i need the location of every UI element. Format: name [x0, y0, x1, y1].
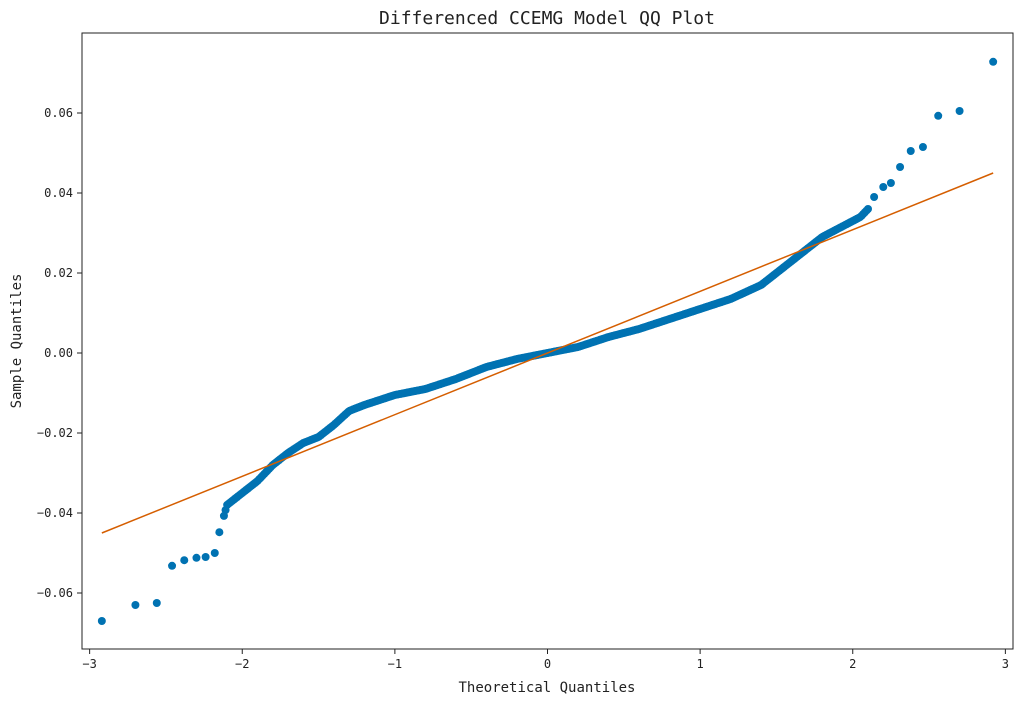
- x-tick-label: 0: [544, 657, 551, 671]
- y-tick-label: −0.06: [37, 586, 73, 600]
- sample-point: [152, 599, 161, 607]
- y-axis-label: Sample Quantiles: [9, 274, 25, 409]
- sample-point: [918, 143, 927, 151]
- sample-point: [955, 107, 964, 115]
- x-axis-ticks: −3 −2 −1 0 1 2 3: [82, 649, 1009, 671]
- sample-point: [879, 183, 888, 191]
- y-tick-label: 0.00: [44, 346, 73, 360]
- chart-title: Differenced CCEMG Model QQ Plot: [379, 8, 715, 29]
- sample-point: [201, 553, 210, 561]
- y-axis-ticks: −0.06 −0.04 −0.02 0.00 0.02 0.04 0.06: [37, 106, 82, 600]
- sample-point: [180, 556, 189, 565]
- y-tick-label: 0.06: [44, 106, 73, 120]
- sample-point: [97, 617, 106, 625]
- y-tick-label: 0.02: [44, 266, 73, 280]
- x-tick-label: −2: [235, 657, 249, 671]
- y-tick-label: −0.02: [37, 426, 73, 440]
- x-tick-label: 3: [1002, 657, 1009, 671]
- sample-point: [864, 205, 873, 213]
- x-tick-label: 1: [697, 657, 704, 671]
- sample-point: [131, 601, 140, 609]
- x-axis-label: Theoretical Quantiles: [458, 680, 635, 696]
- y-tick-label: 0.04: [44, 186, 73, 200]
- reference-line: [101, 172, 994, 534]
- sample-points: [97, 57, 998, 625]
- sample-point: [989, 57, 998, 66]
- sample-point: [870, 193, 879, 201]
- sample-point: [215, 528, 224, 537]
- x-tick-label: 2: [849, 657, 856, 671]
- sample-point: [886, 179, 895, 187]
- y-tick-label: −0.04: [37, 506, 73, 520]
- x-tick-label: −1: [388, 657, 402, 671]
- sample-point: [192, 553, 201, 562]
- sample-point: [934, 111, 943, 120]
- x-tick-label: −3: [82, 657, 96, 671]
- sample-point: [906, 147, 915, 155]
- sample-point: [210, 549, 219, 557]
- sample-point: [168, 561, 177, 570]
- sample-point: [896, 163, 905, 171]
- plot-frame: [81, 32, 1014, 650]
